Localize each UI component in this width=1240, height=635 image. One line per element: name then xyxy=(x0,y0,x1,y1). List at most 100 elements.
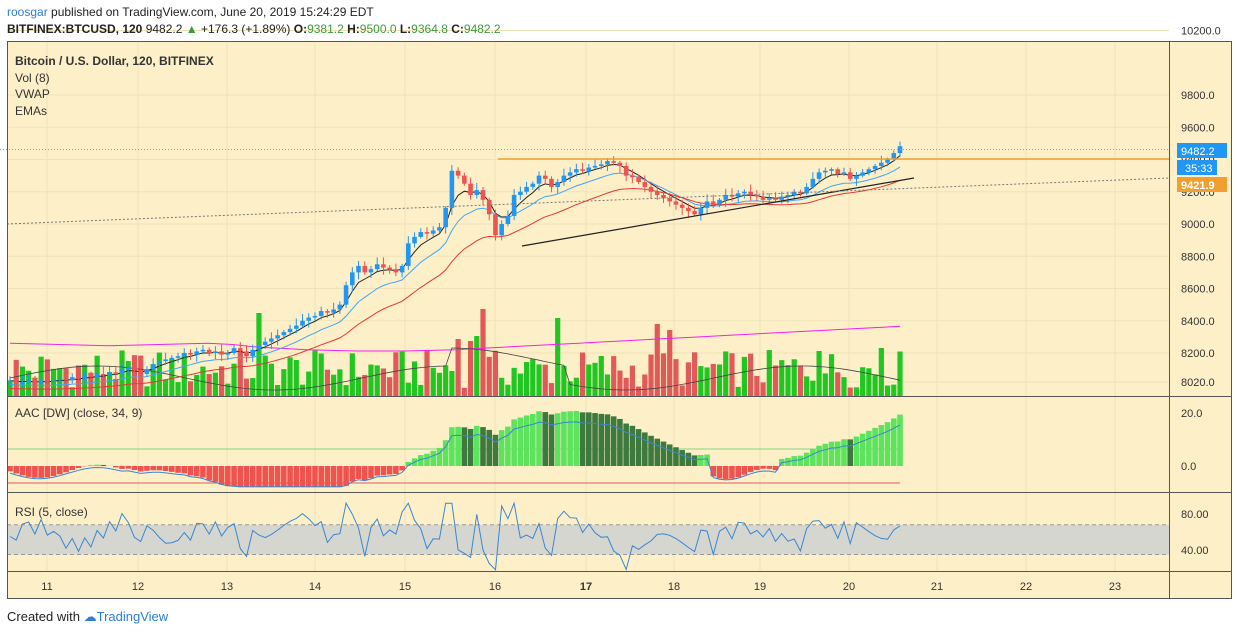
candle-body xyxy=(69,377,75,381)
volume-bar xyxy=(548,383,555,396)
aac-bar xyxy=(760,466,766,469)
volume-bar xyxy=(299,384,306,396)
volume-bar xyxy=(368,364,374,396)
aac-bar xyxy=(729,466,735,479)
volume-bar xyxy=(106,371,113,396)
aac-bar xyxy=(517,417,524,466)
volume-bar xyxy=(69,387,75,396)
aac-bar xyxy=(374,466,381,476)
aac-bar xyxy=(604,414,611,466)
candle-body xyxy=(592,165,598,168)
trend-drawings[interactable] xyxy=(0,149,1171,247)
candle-body xyxy=(399,265,405,273)
aac-bar xyxy=(162,466,169,472)
aac-bar xyxy=(119,466,125,469)
aac-bar xyxy=(635,429,642,466)
aac-bar xyxy=(747,466,754,473)
time-axis[interactable] xyxy=(7,571,1232,599)
aac-bar xyxy=(131,466,138,471)
volume-bar xyxy=(623,377,629,396)
aac-bar xyxy=(330,466,337,488)
aac-bar xyxy=(529,413,536,466)
candle-body xyxy=(443,207,448,228)
aac-bar xyxy=(691,455,698,466)
candle-body xyxy=(113,372,119,374)
volume-bar xyxy=(567,381,573,396)
candle-body xyxy=(580,169,585,171)
volume-bar xyxy=(766,350,772,396)
time-tick-label: 13 xyxy=(221,581,233,593)
volume-bar xyxy=(860,367,866,396)
volume-bar xyxy=(225,383,231,396)
volume-bar xyxy=(654,324,660,396)
aac-bar xyxy=(281,466,287,488)
ohlc-low: 9364.8 xyxy=(411,22,448,36)
aac-bar xyxy=(156,466,163,471)
volume-bar xyxy=(237,351,243,396)
aac-bar xyxy=(181,466,188,474)
footer: Created with ☁TradingView xyxy=(7,609,168,625)
candle-body xyxy=(630,175,635,178)
candle-body xyxy=(474,190,480,195)
aac-bar xyxy=(218,466,225,485)
author-link[interactable]: roosgar xyxy=(7,5,48,19)
price-pane[interactable] xyxy=(7,41,1169,396)
aac-bar xyxy=(561,411,567,466)
aac-signal-path xyxy=(9,421,901,488)
candle-body xyxy=(231,348,237,353)
candle-body xyxy=(791,191,797,195)
price-tick-label: 10200.0 xyxy=(1181,26,1221,38)
aac-bar xyxy=(660,441,667,466)
volume-bar xyxy=(312,350,318,396)
candle-body xyxy=(194,351,200,355)
candle-body xyxy=(667,198,673,202)
aac-bar xyxy=(69,466,76,471)
aac-bar xyxy=(766,466,773,469)
candle-body xyxy=(374,264,380,270)
candle-body xyxy=(816,172,822,179)
volume-bar xyxy=(256,313,262,396)
aac-bar xyxy=(75,466,82,468)
candle-body xyxy=(511,194,517,216)
price-tick-label: 8020.0 xyxy=(1181,377,1215,389)
aac-bar xyxy=(13,466,20,474)
legend-emas: EMAs xyxy=(15,104,47,118)
volume-bar xyxy=(779,360,785,396)
aac-bar xyxy=(193,466,200,477)
candle-body xyxy=(810,178,816,187)
candle-body xyxy=(125,367,131,370)
price-axis[interactable] xyxy=(1170,41,1232,571)
volume-bar xyxy=(791,359,797,396)
candle-body xyxy=(536,175,542,184)
tradingview-brand[interactable]: TradingView xyxy=(96,609,169,624)
candle-body xyxy=(269,338,274,342)
aac-bar xyxy=(206,466,212,481)
candle-body xyxy=(561,175,567,183)
candle-body xyxy=(636,177,641,183)
aac-bar xyxy=(890,418,897,466)
tradingview-logo-icon[interactable]: ☁ xyxy=(83,609,97,624)
volume-bar xyxy=(399,351,405,396)
vwap-line xyxy=(9,325,901,391)
volume-bar xyxy=(380,368,387,396)
volume-bar xyxy=(847,387,853,396)
ohlc-close: 9482.2 xyxy=(463,22,501,36)
volume-bar xyxy=(523,362,530,396)
candle-body xyxy=(144,369,150,374)
candle-body xyxy=(742,191,747,194)
aac-bar xyxy=(417,455,424,466)
candle-body xyxy=(381,264,386,268)
aac-bar xyxy=(88,465,94,466)
volume-bar xyxy=(306,371,312,396)
aac-bar xyxy=(231,466,237,487)
candle-body xyxy=(804,186,809,194)
legend-vwap: VWAP xyxy=(15,87,50,101)
volume-bar xyxy=(467,341,474,396)
candle-body xyxy=(642,182,648,187)
aac-bar xyxy=(305,466,312,488)
candle-body xyxy=(549,178,554,187)
candle-body xyxy=(505,215,511,224)
volume-bar xyxy=(374,365,380,396)
volume-bar xyxy=(424,350,430,396)
